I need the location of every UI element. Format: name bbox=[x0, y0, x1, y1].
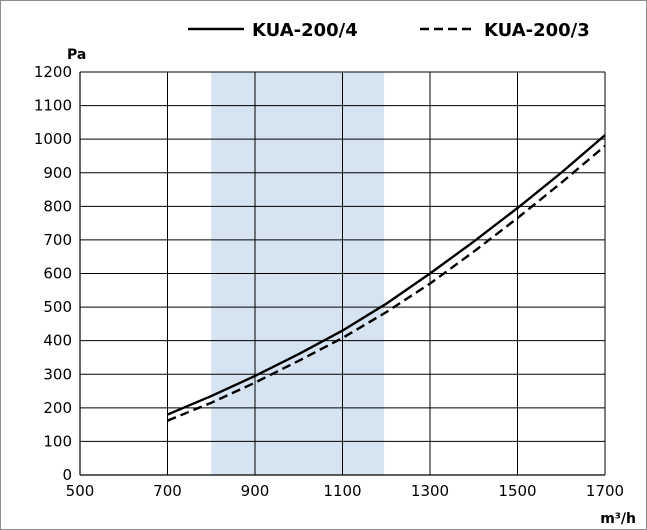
y-tick-label: 300 bbox=[43, 365, 72, 383]
y-tick-label: 1000 bbox=[34, 130, 72, 148]
y-tick-label: 700 bbox=[43, 231, 72, 249]
y-tick-label: 800 bbox=[43, 197, 72, 215]
axes bbox=[79, 72, 605, 476]
x-tick-label: 700 bbox=[153, 482, 182, 500]
x-tick-label: 1500 bbox=[498, 482, 536, 500]
y-tick-label: 600 bbox=[43, 265, 72, 283]
series-layer bbox=[167, 134, 606, 422]
tick-labels: 0 100 200 300 400 500 600 700 800 900 1000 1100 1200… bbox=[34, 63, 624, 500]
y-tick-label: 500 bbox=[43, 298, 72, 316]
y-axis-label: Pa bbox=[67, 47, 86, 63]
y-tick-label: 400 bbox=[43, 332, 72, 350]
grid-lines bbox=[79, 71, 606, 476]
y-tick-label: 900 bbox=[43, 164, 72, 182]
x-tick-label: 900 bbox=[241, 482, 270, 500]
legend: KUA-200/4 KUA-200/3 bbox=[188, 20, 590, 41]
y-tick-label: 1200 bbox=[34, 63, 72, 81]
legend-label-kua-200-4: KUA-200/4 bbox=[252, 20, 358, 41]
series-line-kua-200-3 bbox=[167, 144, 606, 422]
x-tick-label: 500 bbox=[66, 482, 95, 500]
x-axis-label: m³/h bbox=[600, 511, 636, 527]
y-tick-label: 0 bbox=[62, 466, 72, 484]
x-tick-label: 1100 bbox=[323, 482, 361, 500]
y-tick-label: 1100 bbox=[34, 97, 72, 115]
series-line-kua-200-4 bbox=[167, 134, 606, 416]
x-tick-label: 1300 bbox=[411, 482, 449, 500]
y-tick-label: 200 bbox=[43, 399, 72, 417]
y-tick-label: 100 bbox=[43, 432, 72, 450]
legend-label-kua-200-3: KUA-200/3 bbox=[484, 20, 590, 41]
x-tick-label: 1700 bbox=[586, 482, 624, 500]
